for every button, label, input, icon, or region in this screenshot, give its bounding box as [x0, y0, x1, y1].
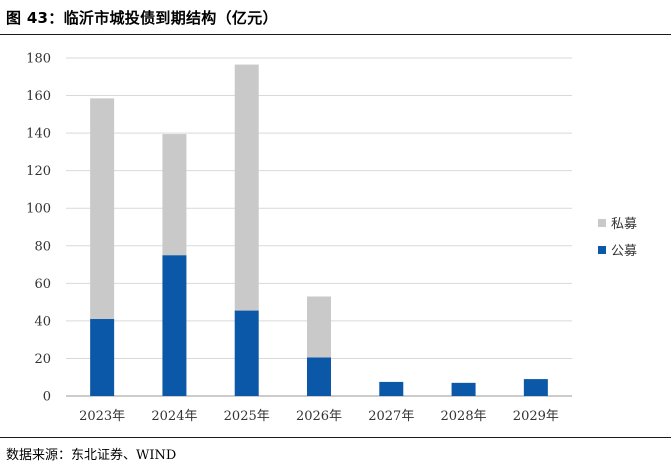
- bar-public-6: [523, 379, 548, 396]
- y-tick-label: 100: [26, 202, 51, 217]
- bars: [90, 64, 548, 396]
- bar-public-0: [90, 319, 115, 396]
- source-note: 数据来源：东北证券、WIND: [6, 448, 177, 463]
- legend-label-private: 私募: [611, 217, 637, 232]
- figure-title: 图 43：临沂市城投债到期结构（亿元）: [6, 9, 278, 27]
- bottom-rule: [0, 437, 671, 438]
- x-tick-label: 2029年: [513, 409, 559, 424]
- bar-private-3: [307, 296, 331, 358]
- bar-private-2: [234, 64, 259, 311]
- bar-public-2: [234, 310, 259, 396]
- y-tick-label: 160: [26, 89, 51, 104]
- bar-public-5: [451, 382, 476, 396]
- x-tick-label: 2028年: [441, 409, 487, 424]
- legend-label-public: 公募: [611, 244, 637, 259]
- x-tick-label: 2027年: [368, 409, 414, 424]
- x-tick-label: 2023年: [79, 409, 125, 424]
- y-tick-label: 180: [26, 52, 51, 67]
- y-tick-label: 80: [34, 239, 51, 254]
- y-tick-label: 40: [34, 314, 51, 329]
- x-axis: 2023年 2024年 2025年 2026年 2027年 2028年 2029年: [79, 409, 559, 424]
- y-tick-label: 20: [34, 352, 51, 367]
- legend-swatch-private: [598, 219, 606, 227]
- legend-swatch-public: [598, 246, 606, 254]
- y-tick-label: 140: [26, 127, 51, 142]
- y-tick-label: 120: [26, 164, 51, 179]
- y-tick-label: 60: [34, 277, 51, 292]
- bar-private-1: [162, 134, 187, 256]
- x-tick-label: 2026年: [296, 409, 342, 424]
- top-rule: [0, 34, 671, 35]
- y-axis: 0 20 40 60 80 100 120 140 160 180: [26, 52, 51, 405]
- bar-public-1: [162, 255, 187, 396]
- bar-public-4: [379, 381, 404, 396]
- y-tick-label: 0: [43, 390, 51, 405]
- x-tick-label: 2024年: [151, 409, 197, 424]
- x-tick-label: 2025年: [224, 409, 270, 424]
- bar-private-0: [90, 98, 115, 320]
- bar-public-3: [307, 357, 331, 396]
